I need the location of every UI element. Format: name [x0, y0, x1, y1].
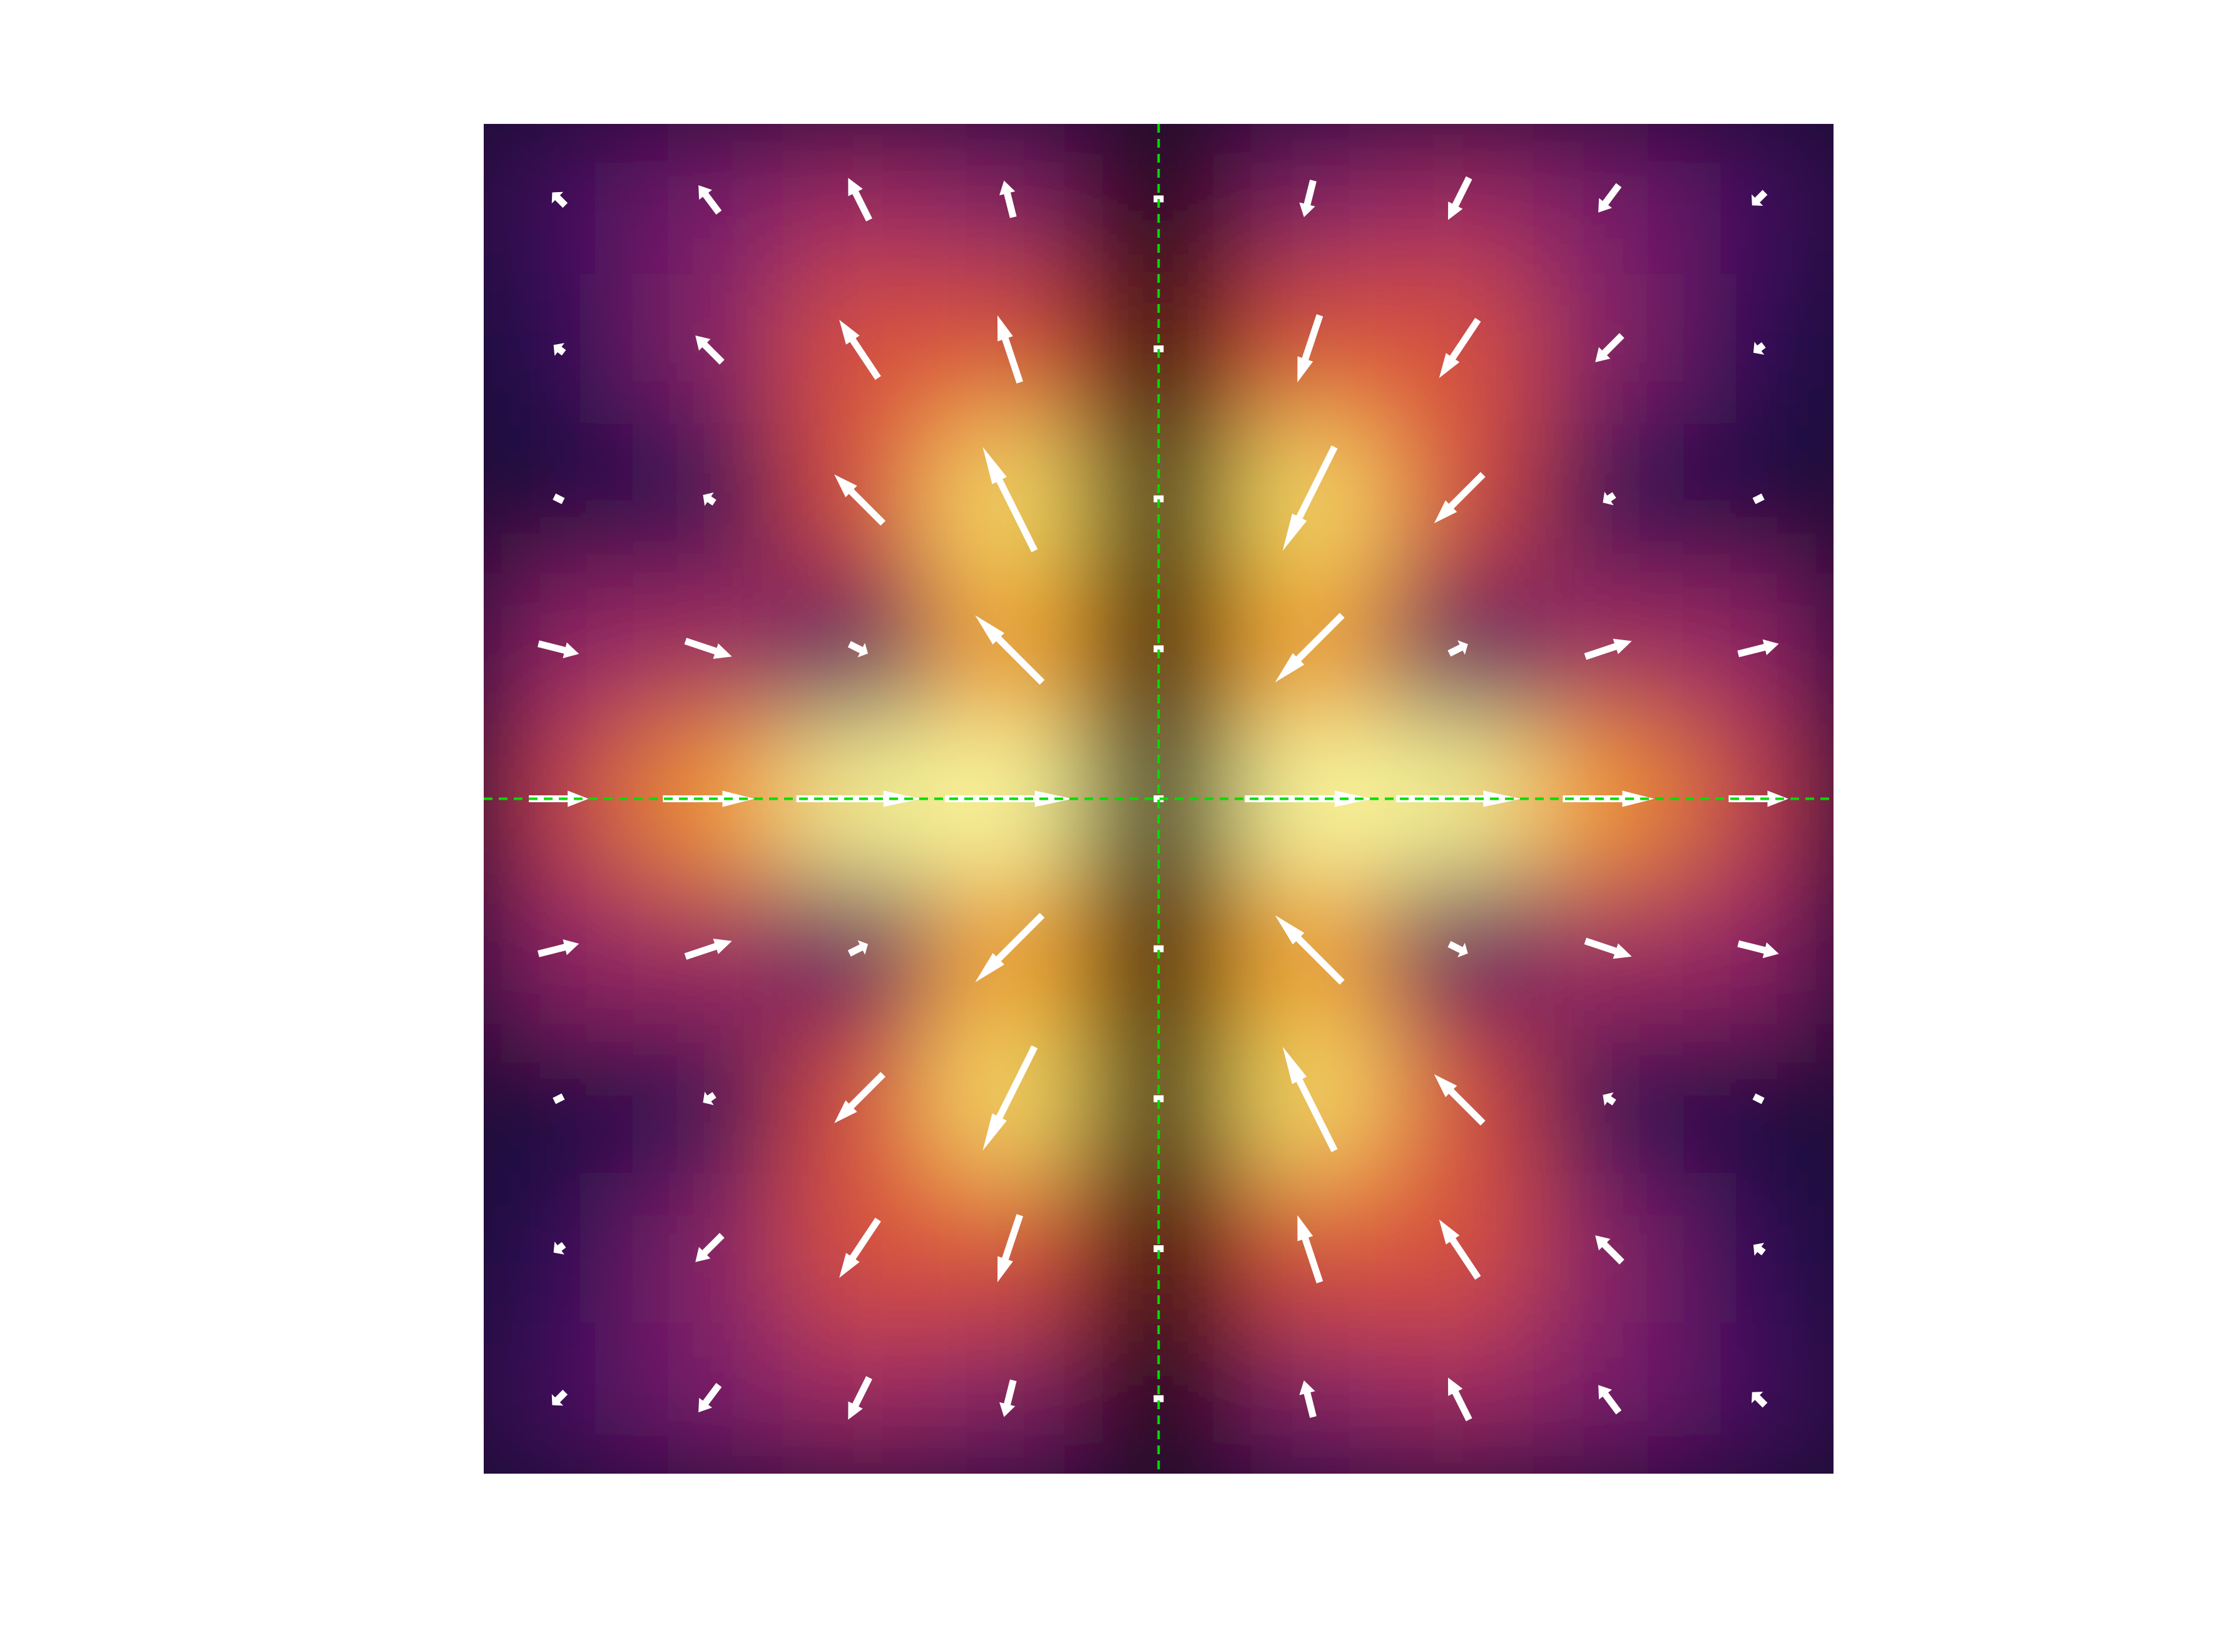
arrow [1752, 1392, 1768, 1408]
arrow [1447, 640, 1468, 657]
arrow [848, 178, 872, 222]
arrow [538, 640, 579, 658]
arrow [695, 1233, 725, 1262]
arrow [703, 1091, 717, 1106]
arrow [848, 1376, 872, 1420]
arrow [1153, 1245, 1164, 1252]
arrow [1752, 1093, 1765, 1104]
arrow [553, 343, 566, 356]
arrow [529, 790, 589, 807]
arrow [839, 1217, 881, 1278]
arrow [997, 1214, 1023, 1283]
arrow [553, 1242, 566, 1255]
arrow [839, 319, 881, 380]
arrow [982, 447, 1038, 553]
arrow [834, 1071, 886, 1123]
arrow [1439, 317, 1481, 379]
arrow [538, 939, 579, 957]
arrow [1245, 790, 1373, 807]
arrow [1737, 940, 1779, 959]
arrow [1396, 790, 1521, 807]
arrow [1753, 342, 1766, 355]
arrow [1752, 493, 1765, 504]
arrow [997, 315, 1023, 384]
arrow [1153, 945, 1164, 952]
arrow [1752, 190, 1768, 206]
arrow [975, 912, 1045, 982]
arrow [1728, 790, 1788, 807]
arrow [999, 180, 1017, 218]
arrow [551, 191, 568, 208]
arrow [1153, 1095, 1164, 1103]
arrow [944, 790, 1073, 807]
arrow [1439, 1219, 1481, 1280]
arrow [975, 615, 1045, 685]
arrow [1275, 915, 1345, 985]
arrow [1753, 1243, 1766, 1256]
arrow [1595, 333, 1625, 362]
arrow [1598, 1385, 1622, 1415]
arrow [1153, 795, 1164, 802]
arrow [1153, 345, 1164, 352]
arrow [1584, 937, 1632, 959]
arrow [1603, 1092, 1616, 1106]
arrow [553, 493, 565, 504]
arrow [684, 638, 732, 659]
arrow [663, 790, 755, 807]
arrow [1448, 1377, 1472, 1422]
arrow [1434, 472, 1486, 524]
arrow [1297, 314, 1324, 383]
arrow [796, 790, 921, 807]
arrow [1563, 790, 1655, 807]
arrow [1598, 183, 1622, 213]
arrow [847, 641, 869, 658]
arrow [695, 335, 725, 365]
overlay [484, 124, 1834, 1474]
arrow [999, 1379, 1017, 1417]
arrow [1153, 495, 1164, 502]
arrow [1153, 195, 1164, 203]
arrow [684, 939, 732, 960]
arrow [1584, 638, 1632, 660]
arrow [1153, 645, 1164, 653]
arrow [847, 940, 869, 957]
arrow [1282, 445, 1338, 551]
arrow [1603, 491, 1616, 506]
arrow [703, 492, 717, 506]
arrow [834, 474, 886, 526]
arrow [982, 1045, 1038, 1151]
arrow [698, 185, 722, 215]
arrow [1595, 1235, 1625, 1265]
arrow [1434, 1074, 1486, 1126]
arrow [551, 1389, 568, 1406]
arrow [1153, 1395, 1164, 1402]
arrow [553, 1093, 565, 1104]
arrow [1299, 1380, 1317, 1418]
arrow [1737, 639, 1779, 658]
arrow [1448, 176, 1472, 220]
arrow [1299, 180, 1317, 218]
arrow [698, 1383, 722, 1413]
arrow [1297, 1215, 1324, 1283]
arrow [1447, 941, 1468, 957]
arrow [1275, 613, 1345, 683]
arrow [1282, 1046, 1338, 1153]
